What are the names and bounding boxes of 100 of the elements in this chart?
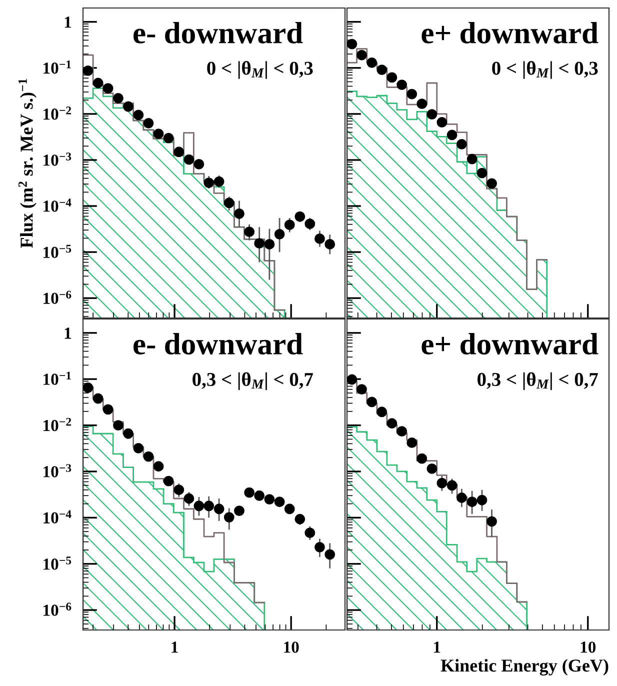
point	[184, 154, 194, 165]
x-tick-label: 10	[284, 642, 299, 653]
y-tick-label: 10$^{−1}$	[44, 372, 71, 385]
y-tick-label: 10$^{−6}$	[44, 602, 72, 616]
point	[244, 487, 255, 498]
point	[174, 484, 184, 496]
point	[264, 239, 275, 250]
point	[356, 50, 367, 60]
point	[244, 226, 255, 238]
point	[204, 178, 214, 188]
point	[396, 426, 408, 437]
point	[102, 404, 114, 415]
point	[194, 158, 204, 170]
point	[224, 512, 234, 522]
point	[396, 80, 408, 90]
point	[456, 139, 467, 150]
point	[102, 83, 114, 94]
point	[254, 490, 265, 501]
point	[324, 549, 336, 560]
point	[143, 451, 154, 462]
point	[314, 234, 325, 244]
point	[234, 506, 244, 516]
point	[194, 500, 204, 512]
y-tick-label: 10$^{−1}$	[44, 60, 71, 74]
point	[143, 118, 154, 128]
y-tick-label: 10$^{−2}$	[44, 106, 72, 120]
point	[476, 168, 488, 178]
point	[304, 528, 316, 538]
point	[274, 496, 285, 508]
chart-title: e+ downward	[422, 332, 598, 354]
y-tick-label: 10$^{−6}$	[44, 290, 72, 304]
point	[324, 239, 336, 250]
point	[163, 132, 174, 144]
point	[466, 154, 478, 164]
point	[133, 442, 144, 454]
point	[386, 72, 398, 83]
point	[284, 220, 295, 230]
point	[174, 146, 184, 158]
point	[436, 117, 448, 128]
chart-title: e- downward	[134, 332, 303, 354]
y-tick-label: 10$^{−5}$	[44, 244, 72, 258]
point	[234, 208, 244, 219]
point	[123, 101, 134, 112]
point	[92, 78, 104, 88]
point	[92, 393, 104, 404]
point	[486, 178, 497, 189]
point	[406, 437, 418, 448]
x-tick-label: 1	[172, 642, 178, 653]
point	[153, 461, 164, 472]
point	[123, 428, 134, 439]
point	[163, 476, 174, 486]
point	[133, 110, 144, 120]
point	[284, 504, 295, 514]
point	[347, 374, 358, 385]
chart-title: e- downward	[134, 22, 303, 44]
point	[426, 463, 438, 474]
y-tick-label: 10$^{−4}$	[44, 198, 72, 212]
point	[366, 57, 378, 68]
annotation: 0 < |θ$_{M}$| < 0,3	[207, 61, 313, 79]
y-tick-label: 10$^{−2}$	[44, 418, 72, 432]
annotation: 0 < |θ$_{M}$| < 0,3	[492, 61, 598, 79]
point	[254, 238, 265, 249]
point	[416, 453, 428, 464]
y-tick-label: 1	[64, 16, 72, 28]
point	[476, 494, 488, 506]
x-axis-title: Kinetic Energy (GeV)	[440, 659, 608, 676]
point	[446, 480, 458, 491]
point	[456, 492, 467, 503]
point	[366, 396, 378, 408]
point	[386, 418, 398, 429]
point	[304, 218, 316, 230]
x-tick-label: 1	[434, 642, 440, 653]
y-tick-label: 1	[64, 328, 72, 339]
point	[264, 494, 275, 504]
point	[314, 542, 325, 552]
y-tick-label: 10$^{−3}$	[44, 464, 72, 478]
point	[436, 478, 448, 488]
point	[184, 493, 194, 504]
point	[83, 65, 94, 76]
point	[426, 109, 438, 120]
chart-title: e+ downward	[422, 22, 598, 44]
point	[113, 92, 124, 104]
y-tick-label: 10$^{−4}$	[44, 510, 72, 524]
point	[376, 64, 388, 75]
point	[153, 128, 164, 140]
point	[204, 500, 214, 512]
point	[224, 198, 234, 208]
point	[356, 384, 367, 395]
point	[406, 88, 418, 100]
point	[446, 130, 458, 140]
point	[347, 38, 358, 50]
point	[416, 98, 428, 110]
annotation: 0,3 < |θ$_{M}$| < 0,7	[478, 372, 598, 390]
point	[294, 211, 306, 222]
point	[466, 496, 478, 508]
y-tick-label: 10$^{−3}$	[44, 152, 72, 166]
point	[214, 504, 224, 514]
x-tick-label: 10	[580, 642, 596, 653]
y-tick-label: 10$^{−5}$	[44, 556, 72, 570]
annotation: 0,3 < |θ$_{M}$| < 0,7	[192, 372, 313, 390]
